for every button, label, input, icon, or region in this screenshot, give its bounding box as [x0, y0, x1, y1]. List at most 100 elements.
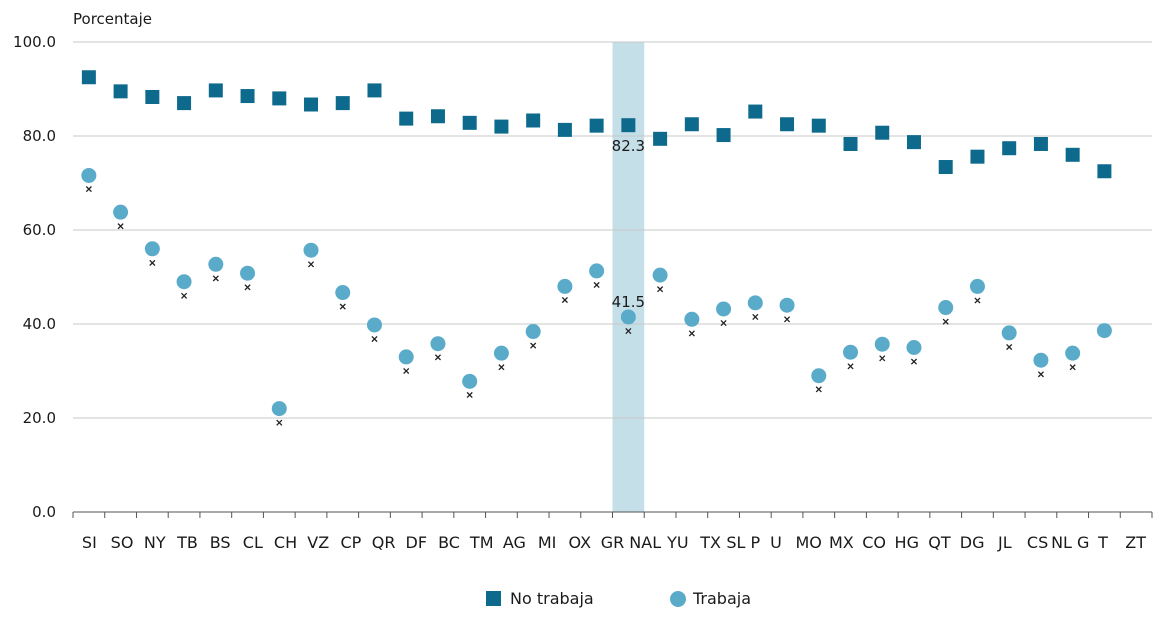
reference-mark [720, 320, 727, 327]
no-trabaja-point [621, 118, 636, 133]
x-tick-label: CP [341, 533, 362, 552]
trabaja-point [113, 204, 129, 220]
x-tick-label: AG [503, 533, 526, 552]
x-tick-label: T [1097, 533, 1108, 552]
x-tick-label: YU [666, 533, 688, 552]
y-tick-label: 100.0 [13, 33, 56, 51]
no-trabaja-point [177, 96, 192, 111]
reference-mark [815, 386, 822, 393]
x-tick-label: DG [960, 533, 985, 552]
trabaja-point [779, 297, 795, 313]
reference-mark [466, 391, 473, 399]
reference-mark [561, 296, 568, 304]
no-trabaja-point [1065, 147, 1080, 162]
no-trabaja-point [1033, 136, 1048, 151]
reference-mark [910, 358, 918, 365]
trabaja-point [144, 241, 160, 257]
x-tick-label: CS [1027, 533, 1048, 552]
reference-mark [212, 275, 219, 282]
trabaja-point [1065, 345, 1081, 361]
no-trabaja-point [906, 135, 921, 150]
trabaja-point [366, 317, 382, 333]
no-trabaja-point [113, 84, 128, 99]
trabaja-point [620, 309, 636, 325]
no-trabaja-point [335, 96, 350, 111]
no-trabaja-point [780, 117, 795, 132]
trabaja-point [652, 267, 668, 283]
reference-mark [85, 186, 92, 193]
x-tick-label: CL [243, 533, 263, 552]
no-trabaja-point [970, 149, 985, 164]
x-tick-label: BC [438, 533, 460, 552]
reference-mark [688, 330, 695, 337]
x-tick-label: CO [862, 533, 886, 552]
no-trabaja-point [684, 117, 699, 132]
trabaja-point [906, 340, 922, 355]
reference-mark [181, 292, 188, 299]
y-tick-label: 80.0 [23, 127, 56, 145]
reference-mark [498, 364, 505, 371]
no-trabaja-point [272, 91, 287, 106]
trabaja-point [969, 278, 985, 294]
no-trabaja-point [399, 111, 414, 126]
x-tick-label: QT [928, 533, 951, 552]
trabaja-point [240, 265, 256, 281]
no-trabaja-point [1097, 164, 1112, 179]
reference-mark [530, 342, 537, 349]
trabaja-point [811, 368, 827, 384]
x-tick-label: U [770, 533, 782, 552]
no-trabaja-point [145, 89, 160, 104]
reference-mark [1037, 371, 1044, 378]
no-trabaja-point [716, 128, 731, 143]
reference-mark [783, 316, 791, 323]
y-tick-label: 0.0 [32, 503, 56, 521]
x-tick-label: CH [274, 533, 297, 552]
reference-mark [244, 284, 251, 291]
trabaja-point [303, 242, 319, 258]
legend-label-no-trabaja: No trabaja [510, 589, 594, 608]
x-tick-label: TM [469, 533, 494, 552]
no-trabaja-point [240, 89, 255, 104]
trabaja-point [462, 373, 478, 389]
annotation-trabaja: 41.5 [612, 293, 645, 311]
x-tick-label: GR [601, 533, 625, 552]
reference-mark [1006, 343, 1013, 351]
y-axis-label: Porcentaje [73, 10, 152, 28]
no-trabaja-point [430, 109, 445, 124]
reference-mark [847, 363, 854, 370]
no-trabaja-point [938, 160, 953, 175]
x-tick-label: MI [538, 533, 557, 552]
trabaja-point [843, 344, 859, 360]
annotation-no-trabaja: 82.3 [612, 137, 645, 155]
trabaja-point [335, 285, 351, 301]
reference-mark [657, 286, 664, 293]
reference-mark [752, 313, 759, 321]
reference-mark [117, 223, 124, 230]
trabaja-point [1001, 325, 1017, 341]
x-tick-label: NAL [629, 533, 661, 552]
no-trabaja-point [494, 119, 509, 134]
x-tick-label: SL P [726, 533, 760, 552]
reference-mark [276, 419, 283, 426]
no-trabaja-point [81, 70, 96, 85]
reference-mark [434, 354, 442, 361]
reference-mark [879, 355, 886, 362]
x-tick-label: ZT [1125, 533, 1146, 552]
reference-mark [1069, 364, 1076, 371]
x-tick-label: DF [406, 533, 428, 552]
legend-label-trabaja: Trabaja [692, 589, 751, 608]
x-tick-label: JL [997, 533, 1012, 552]
no-trabaja-point [843, 136, 858, 151]
trabaja-point [525, 324, 541, 340]
trabaja-point [1096, 323, 1112, 339]
x-tick-label: VZ [307, 533, 329, 552]
trabaja-point [430, 336, 446, 352]
reference-mark [371, 335, 378, 343]
reference-mark [974, 297, 981, 304]
reference-mark [307, 261, 315, 268]
x-tick-label: NY [144, 533, 166, 552]
trabaja-point [271, 401, 287, 417]
y-tick-label: 20.0 [23, 409, 56, 427]
y-tick-label: 60.0 [23, 221, 56, 239]
